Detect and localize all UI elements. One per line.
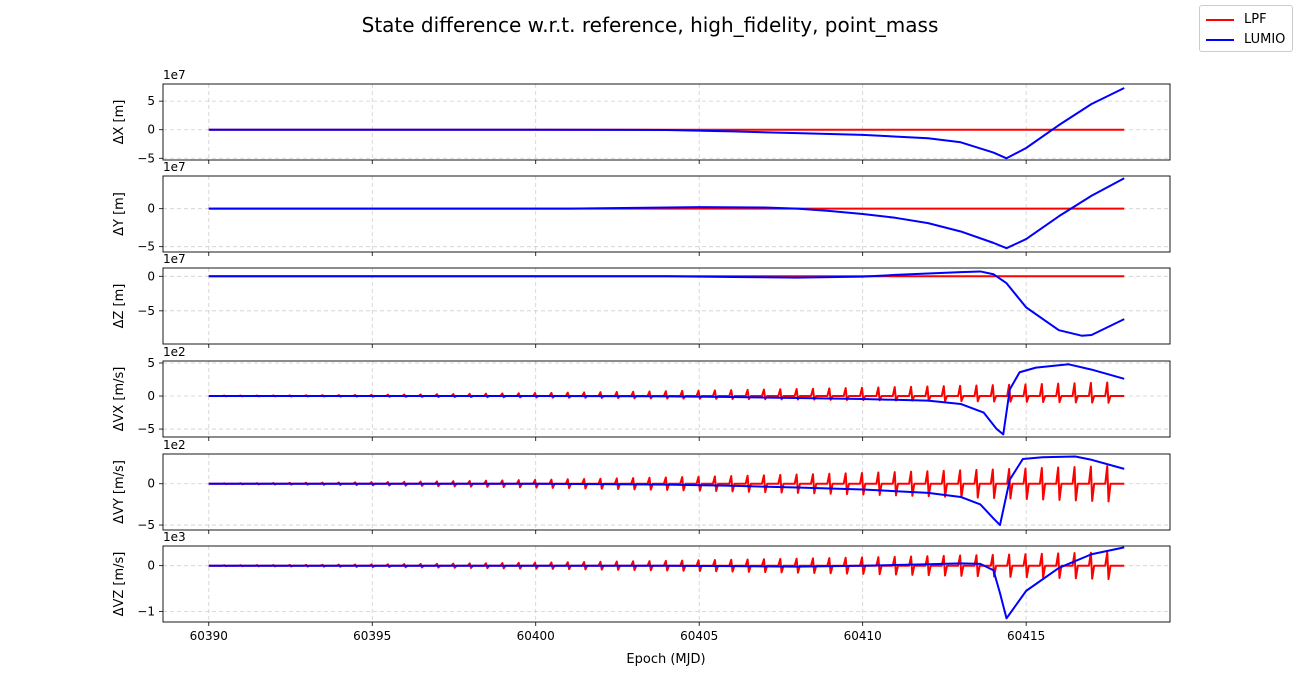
x-axis-label: Epoch (MJD): [626, 652, 705, 667]
legend-item-lumio: LUMIO: [1200, 30, 1292, 50]
y-tick-label: 0: [147, 123, 155, 137]
series-line-lumio: [208, 270, 1125, 337]
plot-area: [208, 87, 1125, 160]
y-offset-label: 1e7: [163, 252, 186, 266]
plot-area: [208, 270, 1125, 337]
x-tick-label: 60400: [517, 629, 555, 643]
y-tick-label: −5: [137, 240, 155, 254]
y-tick-label: −5: [137, 422, 155, 436]
plot-area: [208, 363, 1125, 436]
y-offset-label: 1e7: [163, 160, 186, 174]
x-tick-label: 60390: [190, 629, 228, 643]
y-axis-label: ΔY [m]: [112, 192, 127, 236]
subplot-3: −5 0 1e7 ΔZ [m]: [112, 252, 1171, 348]
axes-frame: [162, 545, 1171, 623]
y-tick-label: −1: [137, 604, 155, 618]
y-axis-label: ΔVX [m/s]: [112, 367, 127, 432]
series-line-lpf: [208, 381, 1125, 404]
legend-label-lpf: LPF: [1244, 12, 1267, 27]
y-tick-label: 5: [147, 356, 155, 370]
subplot-4: −5 0 5 1e2 ΔVX [m/s]: [112, 345, 1171, 441]
axes-frame: [162, 453, 1171, 531]
axes-frame: [162, 360, 1171, 438]
series-line-lumio: [208, 87, 1125, 160]
y-offset-label: 1e3: [163, 530, 186, 544]
legend-item-lpf: LPF: [1200, 10, 1292, 30]
y-axis-label: ΔVZ [m/s]: [112, 552, 127, 617]
x-tick-label: 60410: [844, 629, 882, 643]
series-line-lumio: [208, 546, 1125, 620]
legend-swatch-lumio: [1206, 39, 1234, 41]
y-tick-label: −5: [137, 304, 155, 318]
y-tick-label: 5: [147, 94, 155, 108]
x-tick-label: 60405: [680, 629, 718, 643]
y-tick-label: 0: [147, 202, 155, 216]
y-tick-label: 0: [147, 389, 155, 403]
y-tick-label: 0: [147, 477, 155, 491]
subplot-2: −5 0 1e7 ΔY [m]: [112, 160, 1171, 256]
subplot-6: 60390 60395 60400 60405 60410 60415 −1 0 1e3 ΔVZ …: [112, 530, 1171, 643]
legend-label-lumio: LUMIO: [1244, 32, 1286, 47]
figure-title: State difference w.r.t. reference, high_…: [362, 13, 939, 37]
plot-area: [208, 546, 1125, 620]
subplot-1: −5 0 5 1e7 ΔX [m]: [112, 68, 1171, 165]
series-line-lumio: [208, 455, 1125, 527]
y-offset-label: 1e7: [163, 68, 186, 82]
subplots: −5 0 5 1e7 ΔX [m] −5 0 1e7 ΔY [m] −5 0 1e7 ΔZ [m] −5 0…: [112, 68, 1171, 643]
y-axis-label: ΔZ [m]: [112, 284, 127, 329]
legend: LPF LUMIO: [1199, 5, 1293, 52]
y-axis-label: ΔX [m]: [112, 100, 127, 145]
y-tick-label: −5: [137, 151, 155, 165]
plot-area: [208, 177, 1125, 250]
axes-frame: [162, 83, 1171, 161]
subplot-5: −5 0 1e2 ΔVY [m/s]: [112, 438, 1171, 534]
y-axis-label: ΔVY [m/s]: [112, 460, 127, 524]
plot-area: [208, 455, 1125, 527]
y-offset-label: 1e2: [163, 438, 186, 452]
y-tick-label: 0: [147, 269, 155, 283]
y-tick-label: −5: [137, 518, 155, 532]
y-offset-label: 1e2: [163, 345, 186, 359]
x-tick-label: 60415: [1007, 629, 1045, 643]
axes-frame: [162, 175, 1171, 253]
legend-swatch-lpf: [1206, 19, 1234, 21]
series-line-lumio: [208, 177, 1125, 250]
axes-frame: [162, 267, 1171, 345]
y-tick-label: 0: [147, 559, 155, 573]
series-line-lumio: [208, 363, 1125, 436]
x-tick-label: 60395: [353, 629, 391, 643]
